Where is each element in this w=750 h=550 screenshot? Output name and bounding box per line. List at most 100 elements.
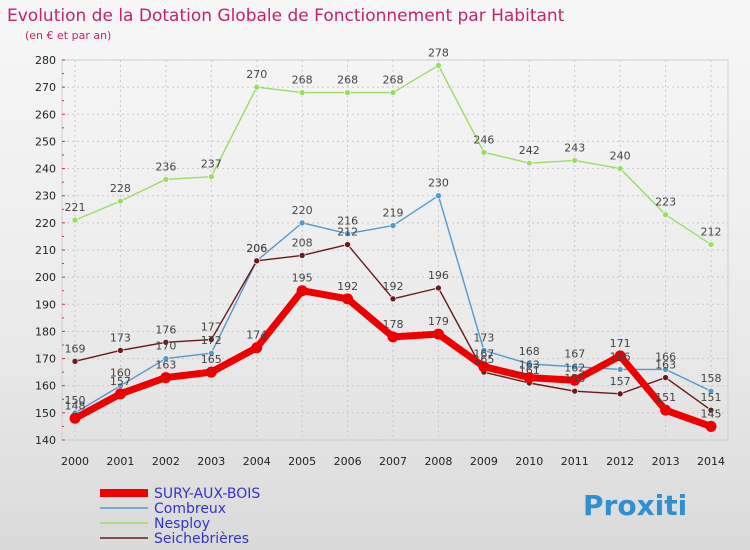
data-label: 158: [564, 372, 585, 385]
data-label: 167: [473, 348, 494, 361]
y-tick-label: 210: [35, 244, 56, 257]
data-label: 163: [655, 359, 676, 372]
data-label: 168: [519, 345, 540, 358]
data-label: 270: [246, 68, 267, 81]
x-tick-label: 2002: [152, 455, 180, 468]
data-label: 192: [337, 280, 358, 293]
data-point: [207, 173, 215, 181]
data-point: [298, 252, 306, 259]
data-point: [160, 372, 172, 384]
brand-logo: Proxiti: [583, 489, 687, 522]
y-tick-label: 150: [35, 407, 56, 420]
legend: SURY-AUX-BOISCombreuxNesploySeichebrière…: [100, 486, 260, 547]
series-layer: [69, 62, 717, 432]
data-point: [525, 360, 533, 368]
data-label: 173: [473, 331, 494, 344]
y-tick-label: 170: [35, 353, 56, 366]
data-point: [389, 89, 397, 96]
data-label: 240: [610, 150, 631, 163]
data-label: 228: [110, 182, 131, 195]
data-label: 243: [564, 141, 585, 154]
data-label: 151: [655, 391, 676, 404]
legend-label: Combreux: [154, 501, 226, 517]
data-label: 172: [201, 334, 222, 347]
data-label: 174: [246, 329, 267, 342]
axes: 140 150 160 170 180 190 200 210 220 230 240 250 260 2…: [35, 54, 725, 468]
data-point: [342, 293, 354, 305]
legend-label: Nesploy: [154, 516, 210, 532]
data-point: [478, 361, 490, 373]
data-label: 173: [110, 331, 131, 344]
y-tick-label: 200: [35, 271, 56, 284]
data-point: [162, 338, 170, 346]
data-label: 166: [610, 350, 631, 363]
x-tick-label: 2005: [288, 455, 316, 468]
data-point: [344, 89, 351, 96]
x-tick-label: 2001: [106, 455, 134, 468]
data-point: [298, 89, 306, 96]
data-label: 236: [155, 160, 176, 173]
y-tick-label: 230: [35, 190, 56, 203]
data-label: 206: [246, 242, 267, 255]
data-point: [616, 390, 624, 398]
data-point: [344, 230, 351, 238]
data-label: 208: [292, 236, 313, 249]
data-label: 268: [292, 74, 313, 87]
data-point: [616, 366, 624, 373]
data-label: 170: [155, 340, 176, 353]
data-point: [525, 159, 533, 167]
data-label: 176: [155, 323, 176, 336]
data-label: 221: [65, 201, 86, 214]
data-label: 167: [564, 348, 585, 361]
data-point: [480, 148, 488, 156]
legend-label: Seichebrières: [154, 531, 249, 547]
data-point: [253, 257, 261, 265]
data-label: 158: [701, 372, 722, 385]
y-tick-label: 190: [35, 298, 56, 311]
x-tick-label: 2012: [606, 455, 634, 468]
data-point: [298, 219, 306, 227]
data-label: 192: [383, 280, 404, 293]
x-tick-label: 2000: [61, 455, 89, 468]
data-point: [387, 331, 399, 343]
data-label: 268: [383, 74, 404, 87]
data-label: 195: [292, 272, 313, 285]
data-point: [207, 336, 215, 343]
data-point: [569, 374, 581, 386]
data-label: 148: [65, 399, 86, 412]
data-point: [162, 176, 170, 183]
y-tick-label: 160: [35, 380, 56, 393]
y-tick-label: 180: [35, 325, 56, 338]
x-tick-label: 2004: [243, 455, 271, 468]
data-label: 196: [428, 269, 449, 282]
x-tick-label: 2010: [515, 455, 543, 468]
x-tick-label: 2011: [561, 455, 589, 468]
data-label: 166: [655, 350, 676, 363]
data-label: 161: [519, 364, 540, 377]
data-point: [207, 349, 215, 357]
data-point: [660, 404, 672, 416]
data-label: 237: [201, 158, 222, 171]
data-label: 242: [519, 144, 540, 157]
data-label: 246: [473, 133, 494, 146]
data-point: [707, 406, 715, 414]
data-label: 223: [655, 196, 676, 209]
y-tick-label: 270: [35, 81, 56, 94]
data-point: [296, 285, 308, 297]
data-label: 160: [110, 367, 131, 380]
data-point: [389, 295, 397, 303]
data-point: [571, 387, 579, 395]
data-point: [71, 357, 79, 365]
data-label: 219: [383, 207, 404, 220]
y-tick-label: 250: [35, 135, 56, 148]
data-label: 151: [701, 391, 722, 404]
data-point: [523, 372, 535, 384]
data-label: 163: [155, 359, 176, 372]
data-label: 278: [428, 46, 449, 59]
data-label: 216: [337, 215, 358, 228]
x-tick-label: 2009: [470, 455, 498, 468]
data-point: [616, 165, 624, 172]
data-labels: 221 228 236 237 270 268 268 268 278 246 242 243 240 2…: [65, 46, 722, 420]
x-tick-label: 2003: [197, 455, 225, 468]
